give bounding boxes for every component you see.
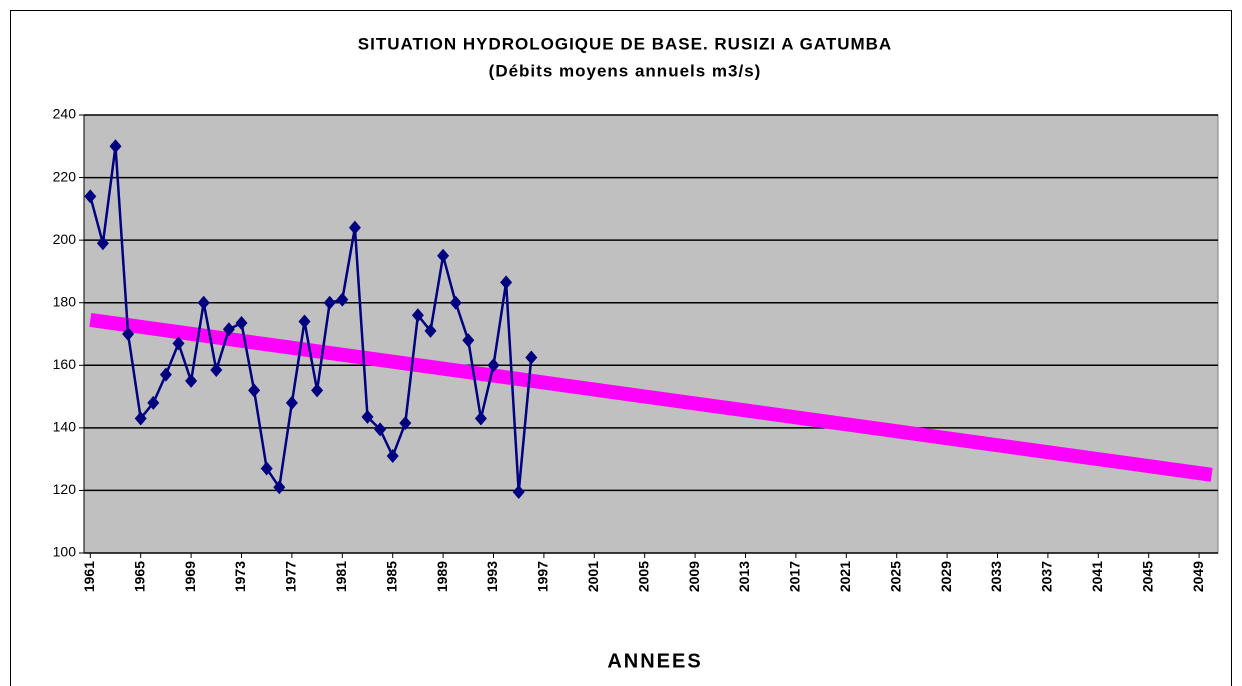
marker (449, 295, 462, 310)
chart-title: SITUATION HYDROLOGIQUE DE BASE. RUSIZI A… (358, 34, 892, 53)
y-tick-label: 200 (53, 231, 77, 247)
x-tick-label: 1977 (283, 561, 299, 592)
marker (386, 449, 399, 464)
x-tick-label: 2009 (686, 561, 702, 592)
chart-subtitle: (Débits moyens annuels m3/s) (489, 61, 762, 80)
marker (185, 373, 198, 388)
marker (96, 236, 109, 251)
marker (336, 292, 349, 307)
marker (462, 333, 475, 348)
x-tick-label: 2021 (837, 561, 853, 592)
marker (361, 409, 374, 424)
data-line (89, 146, 533, 493)
marker (235, 316, 248, 331)
x-tick-label: 1973 (232, 561, 248, 592)
x-tick-label: 2045 (1139, 561, 1155, 592)
marker (411, 308, 424, 323)
x-tick-label: 2049 (1190, 561, 1206, 592)
marker (159, 367, 172, 382)
y-tick-label: 180 (53, 293, 77, 309)
marker (147, 395, 160, 410)
marker (348, 220, 361, 235)
x-tick-label: 2029 (938, 561, 954, 592)
marker (424, 323, 437, 338)
x-tick-label: 2001 (585, 561, 601, 592)
trend-line (89, 312, 1213, 482)
marker (500, 275, 513, 290)
marker (323, 295, 336, 310)
marker (474, 411, 487, 426)
y-tick-label: 120 (53, 481, 77, 497)
x-tick-label: 1961 (81, 561, 97, 592)
y-tick-label: 100 (53, 544, 77, 560)
x-tick-label: 2017 (787, 561, 803, 592)
marker (311, 383, 324, 398)
marker (374, 422, 387, 437)
y-tick-label: 140 (53, 419, 77, 435)
marker (525, 350, 538, 365)
x-tick-label: 2041 (1089, 561, 1105, 592)
x-tick-label: 1985 (383, 561, 399, 592)
marker (109, 139, 122, 154)
marker (248, 383, 261, 398)
marker (437, 248, 450, 263)
x-tick-label: 1981 (333, 561, 349, 592)
marker (512, 484, 525, 499)
marker (285, 395, 298, 410)
x-axis-title: ANNEES (607, 650, 702, 672)
x-tick-label: 2033 (988, 561, 1004, 592)
marker (172, 336, 185, 351)
x-tick-label: 1993 (484, 561, 500, 592)
x-tick-label: 1965 (131, 561, 147, 592)
marker (134, 411, 147, 426)
marker (273, 480, 286, 495)
x-tick-label: 2037 (1039, 561, 1055, 592)
x-tick-label: 1997 (535, 561, 551, 592)
marker (399, 416, 412, 431)
plot-area (83, 114, 1219, 554)
marker (222, 322, 235, 337)
marker (298, 314, 311, 329)
marker (122, 327, 135, 341)
x-tick-label: 1989 (434, 561, 450, 592)
y-tick-label: 240 (53, 106, 77, 122)
marker (197, 295, 210, 310)
x-tick-label: 2025 (887, 561, 903, 592)
y-tick-label: 220 (53, 168, 77, 184)
x-tick-label: 2005 (635, 561, 651, 592)
y-tick-label: 160 (53, 356, 77, 372)
x-tick-label: 1969 (182, 561, 198, 592)
marker (260, 461, 273, 476)
x-tick-label: 2013 (736, 561, 752, 592)
marker (84, 189, 97, 204)
marker (487, 358, 500, 373)
marker (210, 362, 223, 377)
